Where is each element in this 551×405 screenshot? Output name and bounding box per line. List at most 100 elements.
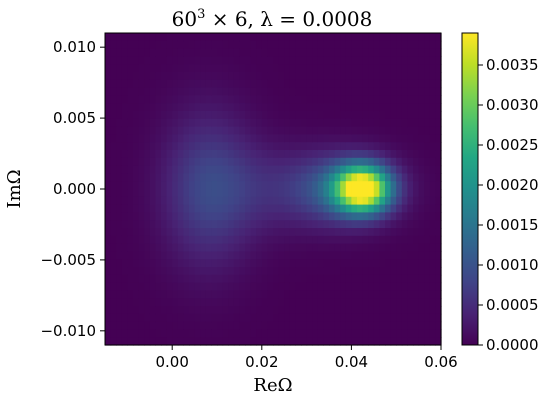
heatmap-cell (189, 235, 196, 245)
heatmap-cell (261, 321, 268, 330)
heatmap-cell (138, 118, 145, 128)
heatmap-cell (200, 126, 207, 135)
heatmap-cell (177, 204, 184, 213)
heatmap-cell (424, 118, 431, 128)
heatmap-cell (127, 235, 134, 245)
heatmap-cell (133, 212, 140, 221)
heatmap-cell (116, 189, 123, 198)
heatmap-cell (295, 228, 302, 237)
heatmap-cell (273, 134, 280, 143)
heatmap-cell (155, 111, 162, 120)
heatmap-cell (362, 150, 369, 159)
heatmap-cell (362, 259, 369, 268)
heatmap-cell (211, 95, 218, 104)
heatmap-cell (189, 290, 196, 299)
heatmap-cell (149, 220, 156, 229)
heatmap-cell (233, 142, 240, 151)
heatmap-cell (161, 220, 168, 229)
heatmap-cell (138, 173, 145, 182)
heatmap-cell (155, 103, 162, 112)
heatmap-cell (155, 95, 162, 104)
heatmap-cell (295, 95, 302, 104)
heatmap-cell (222, 204, 229, 213)
heatmap-cells (105, 33, 442, 346)
heatmap-cell (149, 181, 156, 190)
heatmap-cell (200, 157, 207, 167)
heatmap-cell (278, 126, 285, 135)
heatmap-cell (256, 243, 263, 252)
heatmap-cell (306, 220, 313, 229)
heatmap-cell (116, 48, 123, 57)
heatmap-cell (362, 212, 369, 221)
heatmap-cell (390, 212, 397, 221)
heatmap-cell (127, 95, 134, 104)
heatmap-cell (239, 48, 246, 57)
heatmap-cell (194, 165, 201, 174)
heatmap-cell (435, 212, 442, 221)
heatmap-cell (144, 118, 151, 128)
heatmap-cell (323, 157, 330, 167)
heatmap-cell (267, 212, 274, 221)
heatmap-cell (256, 165, 263, 174)
heatmap-cell (105, 95, 112, 104)
heatmap-cell (284, 337, 291, 346)
heatmap-cell (172, 56, 179, 65)
heatmap-cell (177, 142, 184, 151)
heatmap-cell (435, 72, 442, 81)
heatmap-cell (312, 33, 319, 42)
heatmap-cell (278, 118, 285, 128)
heatmap-cell (334, 267, 341, 276)
heatmap-cell (424, 259, 431, 268)
heatmap-cell (222, 243, 229, 252)
heatmap-cell (267, 235, 274, 245)
heatmap-cell (345, 134, 352, 143)
heatmap-cell (362, 111, 369, 120)
heatmap-cell (161, 64, 168, 73)
heatmap-cell (127, 48, 134, 57)
heatmap-cell (222, 290, 229, 299)
heatmap-cell (284, 204, 291, 213)
heatmap-cell (189, 220, 196, 229)
heatmap-cell (390, 157, 397, 167)
heatmap-cell (289, 181, 296, 190)
heatmap-cell (245, 235, 252, 245)
heatmap-cell (149, 313, 156, 323)
heatmap-cell (357, 228, 364, 237)
heatmap-cell (396, 142, 403, 151)
heatmap-cell (329, 267, 336, 276)
heatmap-cell (323, 150, 330, 159)
heatmap-cell (166, 142, 173, 151)
heatmap-cell (267, 251, 274, 260)
heatmap-cell (205, 64, 212, 73)
heatmap-cell (116, 157, 123, 167)
heatmap-cell (200, 189, 207, 198)
heatmap-cell (396, 72, 403, 81)
heatmap-cell (401, 228, 408, 237)
heatmap-cell (183, 306, 190, 315)
heatmap-cell (317, 251, 324, 260)
heatmap-cell (228, 157, 235, 167)
heatmap-cell (161, 142, 168, 151)
heatmap-cell (239, 64, 246, 73)
heatmap-cell (133, 111, 140, 120)
heatmap-cell (373, 337, 380, 346)
heatmap-cell (312, 87, 319, 96)
heatmap-cell (329, 111, 336, 120)
heatmap-cell (121, 290, 128, 299)
heatmap-cell (233, 290, 240, 299)
heatmap-cell (172, 290, 179, 299)
heatmap-cell (183, 204, 190, 213)
heatmap-cell (429, 290, 436, 299)
heatmap-cell (379, 95, 386, 104)
heatmap-cell (413, 321, 420, 330)
heatmap-cell (351, 150, 358, 159)
heatmap-cell (340, 111, 347, 120)
heatmap-cell (273, 196, 280, 206)
heatmap-cell (306, 329, 313, 338)
heatmap-cell (155, 173, 162, 182)
heatmap-cell (273, 212, 280, 221)
heatmap-cell (183, 321, 190, 330)
heatmap-cell (407, 243, 414, 252)
heatmap-cell (149, 118, 156, 128)
heatmap-cell (256, 189, 263, 198)
